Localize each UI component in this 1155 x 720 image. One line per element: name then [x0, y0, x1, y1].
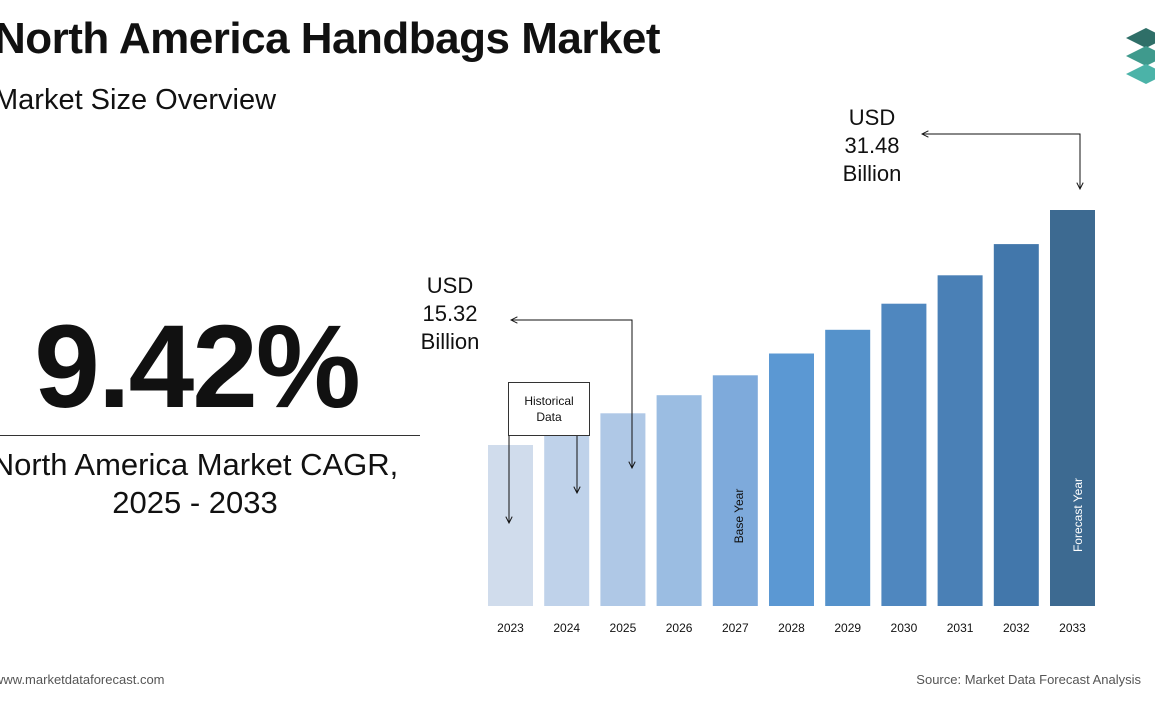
cagr-divider [0, 435, 420, 436]
start-value-unit: Billion [420, 329, 480, 354]
historical-data-box: Historical Data [508, 382, 590, 436]
logo-layer-bottom [1126, 64, 1155, 84]
bar-2023 [488, 445, 533, 606]
base-year-label: Base Year [732, 488, 746, 544]
cagr-label-period: 2025 - 2033 [112, 485, 278, 520]
bar-2030 [881, 303, 927, 606]
x-tick-2023: 2023 [497, 621, 524, 635]
bar-2025 [600, 413, 646, 606]
x-tick-2031: 2031 [947, 621, 974, 635]
end-value-unit: Billion [842, 161, 902, 186]
start-value-amount: 15.32 [422, 301, 478, 326]
historical-label-line1: Historical [524, 394, 574, 408]
page-title: North America Handbags Market [0, 14, 661, 63]
x-tick-2030: 2030 [891, 621, 918, 635]
x-tick-2027: 2027 [722, 621, 749, 635]
x-tick-2026: 2026 [666, 621, 693, 635]
page-subtitle: Market Size Overview [0, 84, 277, 116]
source-note: Source: Market Data Forecast Analysis [916, 672, 1141, 687]
end-value-amount: 31.48 [844, 133, 900, 158]
bar-2031 [937, 275, 983, 606]
start-value-callout: USD 15.32 Billion [400, 272, 500, 356]
bar-2029 [825, 329, 871, 606]
start-value-currency: USD [426, 273, 474, 298]
cagr-value: 9.42% [34, 301, 361, 433]
x-tick-2028: 2028 [778, 621, 805, 635]
historical-label-line2: Data [536, 410, 562, 424]
cagr-label-region: North America Market CAGR, [0, 447, 399, 482]
x-tick-2024: 2024 [553, 621, 580, 635]
logo-layer-top [1126, 28, 1155, 48]
brand-logo-icon [1126, 28, 1155, 84]
forecast-year-label: Forecast Year [1071, 477, 1085, 553]
x-tick-2033: 2033 [1059, 621, 1086, 635]
x-tick-2032: 2032 [1003, 621, 1030, 635]
bar-2032 [993, 244, 1039, 606]
bar-2033 [1050, 210, 1095, 606]
end-value-callout: USD 31.48 Billion [822, 104, 922, 188]
x-tick-2029: 2029 [834, 621, 861, 635]
bar-2028 [769, 353, 814, 606]
start-value-arrow [511, 320, 632, 468]
end-value-currency: USD [848, 105, 896, 130]
website-link[interactable]: www.marketdataforecast.com [0, 672, 165, 687]
x-tick-2025: 2025 [610, 621, 637, 635]
bar-2024 [544, 429, 590, 606]
bar-2026 [656, 395, 702, 606]
logo-layer-middle [1126, 46, 1155, 66]
end-value-arrow [922, 134, 1080, 189]
bar-2027 [712, 375, 758, 606]
cagr-label: North America Market CAGR, 2025 - 2033 [0, 446, 420, 522]
